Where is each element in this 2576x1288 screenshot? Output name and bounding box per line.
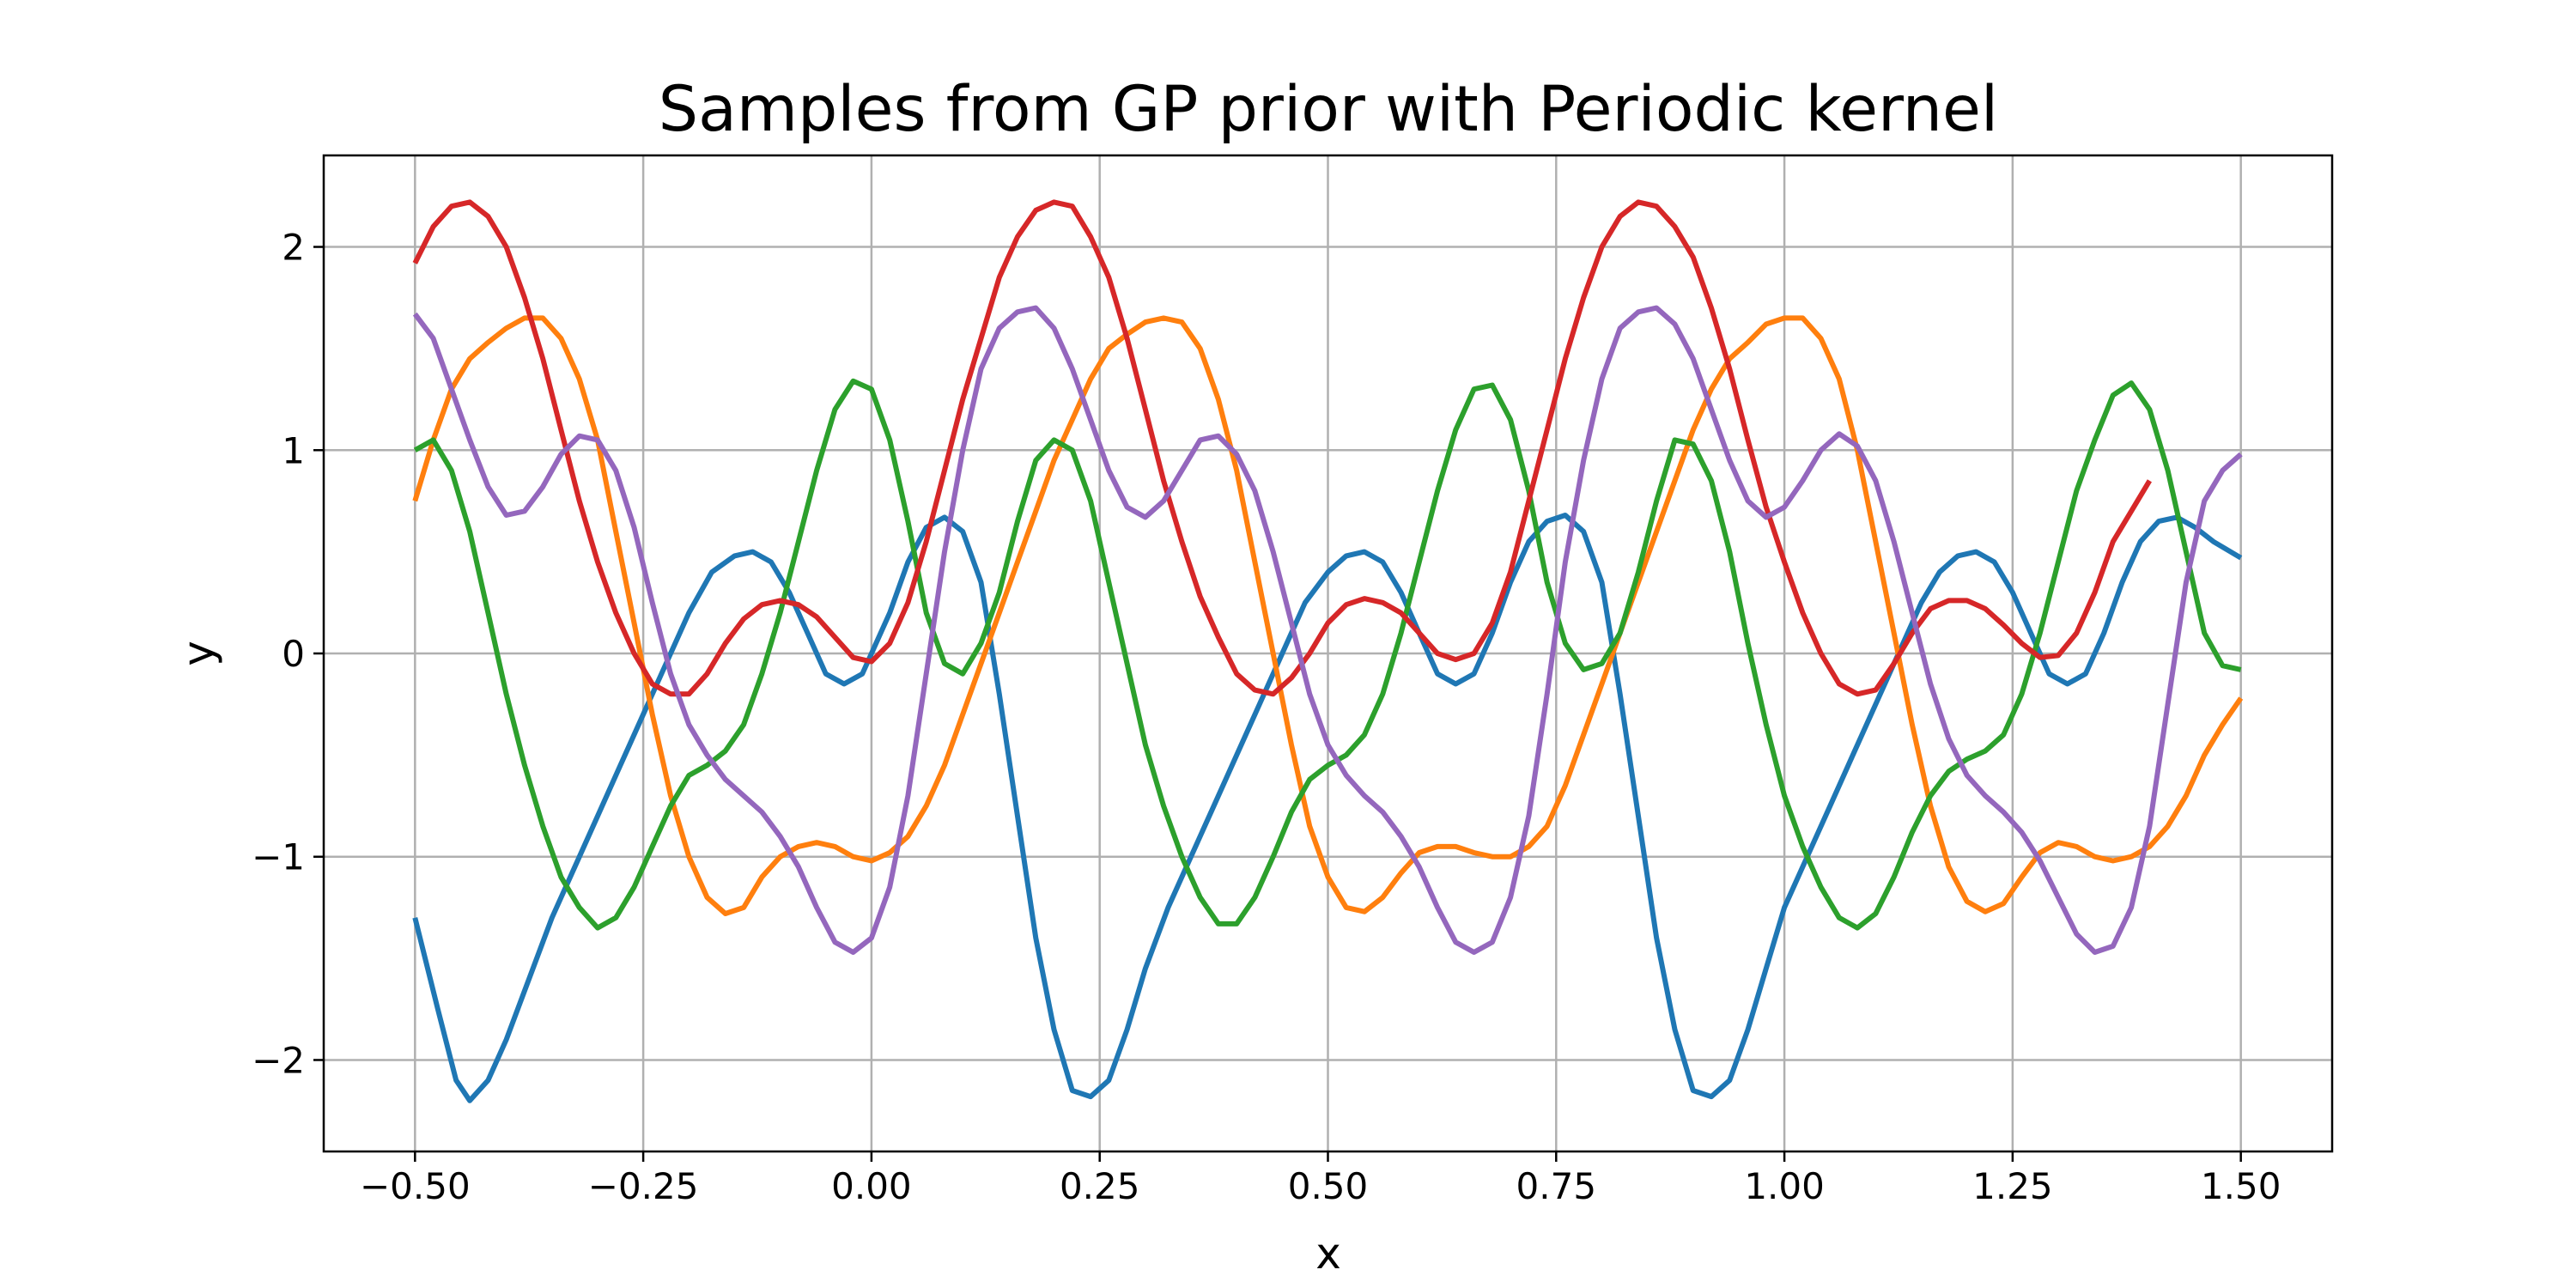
- x-tick-label: 0.75: [1516, 1165, 1597, 1207]
- y-tick-label: 0: [282, 633, 305, 675]
- y-axis-label: y: [173, 641, 223, 666]
- x-tick-label: 1.25: [1972, 1165, 2053, 1207]
- y-tick-label: −1: [252, 836, 305, 878]
- x-tick-label: 1.50: [2201, 1165, 2281, 1207]
- x-tick-label: −0.50: [360, 1165, 471, 1207]
- y-tick-label: −2: [252, 1039, 305, 1081]
- x-axis-ticks: −0.50 −0.25 0.00 0.25 0.50 0.75 1.00 1.25 1.50: [360, 1151, 2281, 1207]
- x-tick-label: 0.00: [831, 1165, 912, 1207]
- x-tick-label: −0.25: [588, 1165, 699, 1207]
- y-tick-label: 1: [282, 429, 305, 471]
- plot-area: [412, 199, 2244, 1103]
- series-line-2: [412, 315, 2244, 916]
- chart-title: Samples from GP prior with Periodic kern…: [659, 73, 1998, 146]
- x-tick-label: 0.25: [1060, 1165, 1140, 1207]
- x-axis-label: x: [1315, 1229, 1341, 1279]
- x-tick-label: 0.50: [1288, 1165, 1369, 1207]
- series-line-3: [413, 378, 2242, 931]
- series-lines: [412, 199, 2244, 1103]
- series-line-5: [412, 305, 2243, 955]
- x-tick-label: 1.00: [1744, 1165, 1825, 1207]
- series-line-4: [412, 199, 2152, 697]
- y-tick-label: 2: [282, 227, 305, 269]
- series-line-1: [412, 513, 2243, 1103]
- y-axis-ticks: −2 −1 0 1 2: [252, 227, 324, 1081]
